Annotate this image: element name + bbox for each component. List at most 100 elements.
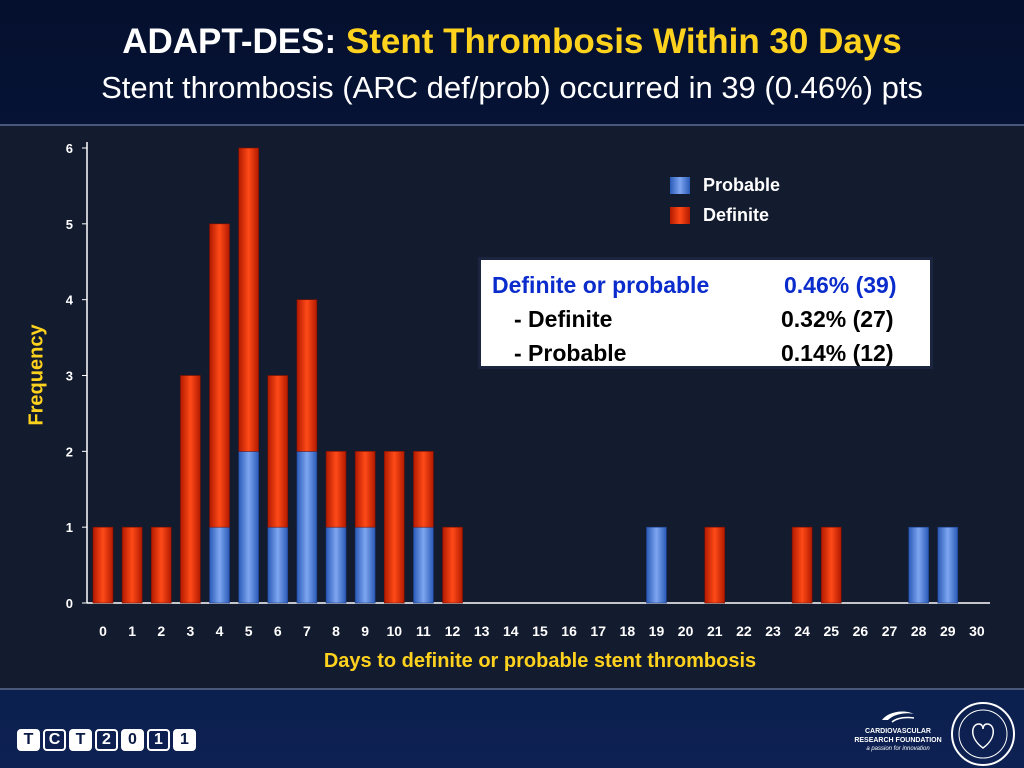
x-tick-label: 5 [245,623,253,639]
slide-title: ADAPT-DES: Stent Thrombosis Within 30 Da… [0,22,1024,62]
bar-definite [180,375,201,604]
x-tick-label: 0 [99,623,107,639]
x-tick-label: 24 [794,623,810,639]
crf-logo: CARDIOVASCULAR RESEARCH FOUNDATION a pas… [852,708,944,754]
x-tick-label: 6 [274,623,282,639]
bar-definite [704,526,726,604]
x-tick-label: 16 [561,623,577,639]
tct-digit: 0 [121,729,144,751]
x-tick-label: 9 [361,623,369,639]
bar-definite [383,451,405,604]
y-tick-label: 0 [66,596,73,611]
x-tick-label: 20 [678,623,694,639]
stat-value-total: 0.46% (39) [784,272,897,298]
x-tick-label: 1 [128,623,136,639]
bar-definite [150,526,172,604]
bar-definite [209,223,230,528]
bar-probable [646,526,667,604]
x-tick-label: 29 [940,623,956,639]
x-tick-label: 11 [416,623,431,639]
x-tick-label: 25 [823,623,839,639]
y-tick-label: 1 [66,520,73,535]
legend-swatch-definite [670,206,690,224]
tct-letter: T [17,729,40,751]
legend-label-probable: Probable [703,174,781,195]
x-tick-label: 8 [332,623,340,639]
x-tick-label: 3 [186,623,194,639]
stat-label-probable: - Probable [514,340,627,366]
x-tick-label: 18 [620,623,636,639]
bar-probable [267,526,289,604]
chart-legend: Probable Definite [670,170,780,230]
slide-subtitle: Stent thrombosis (ARC def/prob) occurred… [101,70,923,105]
bar-definite [413,451,434,528]
legend-item-definite: Definite [670,200,780,230]
tct-digit: 1 [147,729,170,751]
bar-probable [238,451,259,604]
bar-probable [354,526,376,604]
x-tick-label: 22 [736,623,752,639]
y-tick-label: 4 [66,293,74,308]
x-tick-label: 28 [911,623,927,639]
x-tick-label: 27 [882,623,898,639]
x-tick-label: 17 [590,623,606,639]
x-tick-label: 30 [969,623,985,639]
x-tick-label: 21 [707,623,723,639]
y-tick-label: 6 [66,141,73,156]
x-tick-label: 10 [387,623,403,639]
bar-definite [791,526,813,604]
title-highlight: Stent Thrombosis Within 30 Days [345,22,902,61]
bar-definite [121,526,143,604]
x-tick-label: 19 [649,623,665,639]
bar-definite [92,526,114,604]
x-tick-label: 26 [853,623,869,639]
y-tick-label: 3 [66,369,73,384]
bar-probable [937,526,959,604]
bar-definite [238,147,259,452]
stat-label-definite: - Definite [514,306,613,332]
bar-probable [325,526,347,604]
stat-value-definite: 0.32% (27) [781,306,894,332]
x-tick-label: 7 [303,623,311,639]
x-tick-label: 12 [445,623,461,639]
tct-letter: T [69,729,92,751]
bar-definite [267,375,289,528]
x-tick-label: 23 [765,623,781,639]
crf-swoosh-icon [882,711,915,723]
bar-definite [354,451,376,528]
legend-item-probable: Probable [670,170,780,200]
stat-value-probable: 0.14% (12) [781,340,894,366]
acc-heart-icon [958,709,1008,759]
bar-probable [209,526,230,604]
tct-digit: 2 [95,729,118,751]
stat-label-total: Definite or probable [492,272,710,298]
x-axis-label: Days to definite or probable stent throm… [323,650,757,672]
title-prefix: ADAPT-DES: [122,22,337,61]
x-tick-label: 13 [474,623,490,639]
y-axis-label: Frequency [25,324,48,426]
y-tick-label: 2 [66,444,73,459]
tct-digit: 1 [173,729,196,751]
y-tick-label: 5 [66,217,73,232]
crf-line1: CARDIOVASCULAR [865,728,931,735]
bar-definite [296,299,318,452]
legend-label-definite: Definite [703,204,770,225]
bar-probable [908,526,929,604]
x-tick-label: 4 [216,623,224,639]
acc-seal-logo [951,702,1015,766]
bar-definite [325,451,347,528]
bar-probable [413,526,434,604]
bar-definite [442,526,463,604]
crf-line2: RESEARCH FOUNDATION [854,737,942,744]
x-tick-label: 14 [503,623,519,639]
x-tick-label: 2 [157,623,165,639]
x-tick-label: 15 [532,623,548,639]
tct-2011-logo: T C T 2 0 1 1 [17,729,196,751]
tct-letter: C [43,729,66,751]
legend-swatch-probable [670,176,690,194]
bar-probable [296,451,318,604]
stats-box: Definite or probable 0.46% (39) - Defini… [478,257,933,369]
bar-definite [820,526,842,604]
crf-tagline: a passion for innovation [866,746,930,752]
